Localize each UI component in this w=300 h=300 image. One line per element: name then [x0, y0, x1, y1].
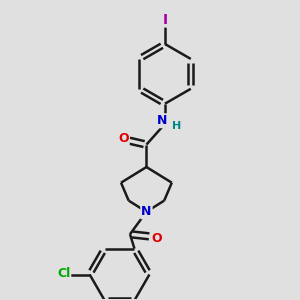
Text: N: N — [157, 114, 167, 127]
Text: O: O — [118, 132, 129, 145]
Text: H: H — [172, 121, 181, 130]
Text: O: O — [152, 232, 162, 244]
Text: N: N — [141, 205, 152, 218]
Text: Cl: Cl — [57, 267, 70, 280]
Text: I: I — [162, 13, 167, 26]
